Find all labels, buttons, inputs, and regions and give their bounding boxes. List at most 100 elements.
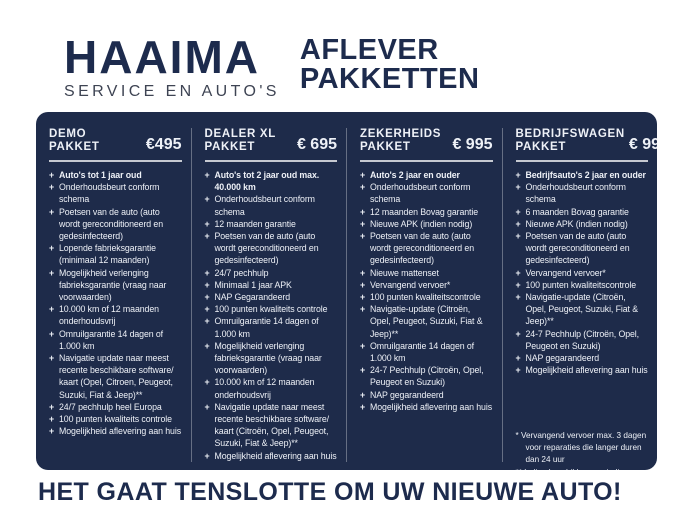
plus-icon: +: [204, 267, 210, 278]
feature-item: + NAP Gegarandeerd: [205, 291, 338, 303]
feature-text: Onderhoudsbeurt conform schema: [370, 182, 471, 205]
feature-text: Poetsen van de auto (auto wordt gerecond…: [59, 206, 164, 241]
page-title: AFLEVER PAKKETTEN: [300, 34, 480, 94]
plus-icon: +: [360, 267, 366, 278]
header-divider: [204, 160, 337, 162]
brand-subtitle: SERVICE EN AUTO'S: [64, 83, 280, 100]
package-header: DEALER XL PAKKET € 695: [205, 128, 338, 154]
feature-item: + Mogelijkheid verlenging fabrieksgaranti…: [49, 267, 182, 304]
feature-item: + Mogelijkheid aflevering aan huis: [49, 425, 182, 437]
feature-item: +100 punten kwaliteits controle: [49, 413, 182, 425]
feature-text: Omruilgarantie 14 dagen of 1.000 km: [214, 316, 319, 339]
package-name-line: ZEKERHEIDS: [360, 128, 442, 140]
plus-icon: +: [360, 401, 366, 412]
feature-item: + Navigatie-update (Citroën, Opel, Peugeo…: [516, 291, 649, 328]
plus-icon: +: [515, 365, 521, 376]
feature-item: + Mogelijkheid aflevering aan huis: [516, 364, 649, 376]
package-name-line: DEALER XL: [204, 128, 276, 140]
feature-text: Navigatie update naar meest recente besc…: [59, 352, 174, 400]
footnotes: * Vervangend vervoer max. 3 dagen voor r…: [516, 430, 649, 470]
feature-text: Bedrijfsauto's 2 jaar en ouder: [525, 169, 646, 180]
plus-icon: +: [515, 218, 521, 229]
plus-icon: +: [204, 169, 210, 180]
header: HAAIMA SERVICE EN AUTO'S AFLEVER PAKKETT…: [64, 34, 479, 101]
plus-icon: +: [360, 340, 366, 351]
plus-icon: +: [204, 218, 210, 229]
plus-icon: +: [360, 218, 366, 229]
feature-text: Auto's tot 2 jaar oud max. 40.000 km: [214, 169, 320, 193]
feature-text: 10.000 km of 12 maanden onderhoudsvrij: [214, 377, 315, 400]
package-name-line: DEMO: [49, 128, 87, 140]
package-name: DEALER XL PAKKET: [205, 128, 276, 154]
feature-text: Mogelijkheid verlenging fabrieksgarantie…: [214, 340, 322, 376]
feature-text: Nieuwe APK (indien nodig): [370, 218, 473, 229]
plus-icon: +: [204, 340, 210, 351]
feature-list: + Bedrijfsauto's 2 jaar en ouder + Onderhou…: [516, 169, 649, 376]
feature-text: Minimaal 1 jaar APK: [214, 279, 292, 290]
plus-icon: +: [49, 169, 55, 180]
package-column: DEALER XL PAKKET € 695 + Auto's tot 2 jaar…: [190, 128, 347, 462]
footer-tagline: HET GAAT TENSLOTTE OM UW NIEUWE AUTO!: [38, 478, 622, 506]
feature-text: Auto's tot 1 jaar oud: [59, 169, 142, 180]
feature-item: +12 maanden garantie: [205, 218, 338, 230]
feature-text: 24/7 pechhulp: [214, 267, 269, 278]
plus-icon: +: [204, 377, 210, 388]
plus-icon: +: [204, 279, 210, 290]
plus-icon: +: [49, 352, 55, 363]
package-name: ZEKERHEIDS PAKKET: [360, 128, 441, 154]
feature-item: + Mogelijkheid verlenging fabrieksgaranti…: [205, 340, 338, 377]
feature-item: + Onderhoudsbeurt conform schema: [205, 193, 338, 217]
feature-item: +24/7 pechhulp heel Europa: [49, 401, 182, 413]
footnote: ** Indien beschikbaar en indien er navig…: [516, 467, 649, 470]
plus-icon: +: [515, 230, 521, 241]
plus-icon: +: [515, 352, 521, 363]
feature-text: Navigatie-update (Citroën, Opel, Peugeot…: [370, 304, 483, 339]
plus-icon: +: [49, 267, 55, 278]
package-name: BEDRIJFSWAGEN PAKKET: [516, 128, 625, 154]
feature-item: + Poetsen van de auto (auto wordt gerecon…: [49, 206, 182, 243]
header-divider: [49, 160, 182, 162]
feature-text: Mogelijkheid aflevering aan huis: [370, 401, 492, 412]
feature-item: + Auto's 2 jaar en ouder: [360, 169, 493, 181]
feature-text: Mogelijkheid aflevering aan huis: [525, 365, 648, 376]
feature-text: Poetsen van de auto (auto wordt gerecond…: [370, 230, 475, 266]
feature-item: +24/7 pechhulp: [205, 267, 338, 279]
feature-text: NAP gegarandeerd: [370, 389, 444, 400]
feature-text: Poetsen van de auto (auto wordt gerecond…: [214, 230, 319, 266]
feature-text: Omruilgarantie 14 dagen of 1.000 km: [59, 328, 164, 351]
feature-text: 100 punten kwaliteits controle: [59, 414, 172, 424]
feature-item: + Onderhoudsbeurt conform schema: [49, 181, 182, 205]
feature-item: + Navigatie update naar meest recente bes…: [205, 401, 338, 450]
plus-icon: +: [49, 414, 55, 424]
brand-logo: HAAIMA SERVICE EN AUTO'S: [64, 34, 280, 101]
feature-text: Poetsen van de auto (auto wordt gerecond…: [525, 230, 630, 266]
package-price: € 995: [452, 136, 493, 154]
feature-item: + Lopende fabrieksgarantie (minimaal 12 m…: [49, 242, 182, 266]
feature-text: Nieuwe APK (indien nodig): [525, 218, 628, 229]
header-divider: [360, 160, 493, 162]
plus-icon: +: [49, 328, 55, 339]
feature-item: + Omruilgarantie 14 dagen of 1.000 km: [49, 328, 182, 352]
feature-text: 24-7 Pechhulp (Citroën, Opel, Peugeot en…: [370, 365, 484, 388]
feature-text: Auto's 2 jaar en ouder: [370, 169, 460, 180]
feature-text: Onderhoudsbeurt conform schema: [59, 182, 160, 205]
brand-name: HAAIMA: [64, 31, 260, 83]
header-divider: [515, 160, 648, 162]
package-name-line: PAKKET: [515, 141, 567, 154]
feature-text: 100 punten kwaliteitscontrole: [370, 291, 481, 302]
feature-item: + Poetsen van de auto (auto wordt gerecon…: [516, 230, 649, 267]
feature-list: + Auto's tot 1 jaar oud + Onderhoudsbeurt c…: [49, 169, 182, 437]
packages-panel: DEMO PAKKET €495 + Auto's tot 1 jaar oud + O…: [36, 112, 657, 470]
plus-icon: +: [49, 243, 55, 254]
feature-text: Nieuwe mattenset: [370, 267, 439, 278]
feature-list: + Auto's tot 2 jaar oud max. 40.000 km + On…: [205, 169, 338, 462]
feature-item: + Nieuwe APK (indien nodig): [516, 218, 649, 230]
plus-icon: +: [204, 194, 210, 205]
feature-item: + Minimaal 1 jaar APK: [205, 279, 338, 291]
feature-item: +100 punten kwaliteits controle: [205, 303, 338, 315]
plus-icon: +: [360, 389, 366, 400]
feature-text: 12 maanden Bovag garantie: [370, 206, 479, 217]
feature-text: 100 punten kwaliteitscontrole: [525, 279, 637, 290]
package-price: € 695: [296, 136, 337, 154]
